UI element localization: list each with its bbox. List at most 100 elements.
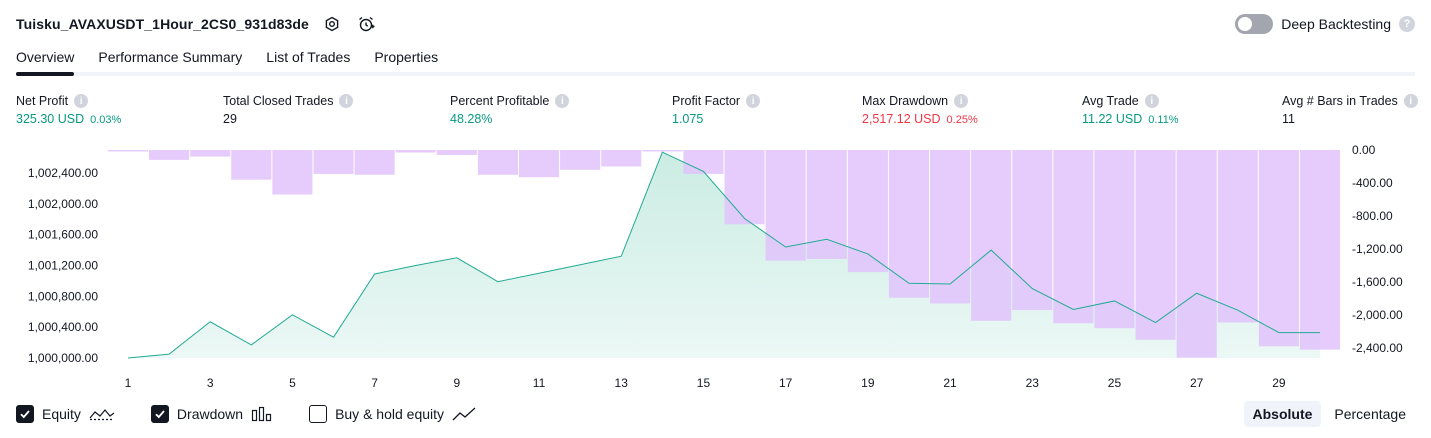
metric-value: 29	[223, 112, 237, 126]
deep-backtesting-label: Deep Backtesting	[1281, 16, 1391, 32]
strategy-header: Tuisku_AVAXUSDT_1Hour_2CS0_931d83de	[16, 12, 377, 36]
equity-drawdown-chart[interactable]: 1,000,000.00 1,000,400.00 1,000,800.00 1,00…	[0, 140, 1431, 395]
x-axis-tick-label: 7	[371, 376, 378, 390]
buy-hold-toggle[interactable]: Buy & hold equity	[309, 405, 476, 423]
info-icon[interactable]: i	[746, 94, 761, 108]
drawdown-bar	[1012, 150, 1053, 311]
drawdown-bar	[560, 150, 601, 170]
metric-label: Avg Trade	[1082, 94, 1139, 108]
right-axis-tick-label: -800.00	[1352, 209, 1393, 223]
metric-label: Total Closed Trades	[223, 94, 334, 108]
drawdown-bar	[1053, 150, 1094, 324]
drawdown-bar	[231, 150, 272, 180]
alarm-add-icon[interactable]	[355, 13, 377, 35]
drawdown-bar	[436, 150, 477, 155]
drawdown-bar	[847, 150, 888, 273]
x-axis-tick-label: 19	[861, 376, 875, 390]
chart-legend: Equity Drawdown Buy & hold equity	[16, 402, 512, 426]
left-axis-tick-label: 1,002,400.00	[28, 166, 98, 180]
x-axis-tick-label: 27	[1190, 376, 1204, 390]
tab-properties[interactable]: Properties	[374, 49, 439, 65]
x-axis-tick-label: 17	[779, 376, 793, 390]
drawdown-bar	[354, 150, 395, 175]
right-axis-tick-label: -1,600.00	[1352, 275, 1403, 289]
x-axis-tick-label: 5	[289, 376, 296, 390]
drawdown-bar	[806, 150, 847, 259]
metric-label: Max Drawdown	[862, 94, 949, 108]
metric-label: Profit Factor	[672, 94, 741, 108]
drawdown-bar	[1094, 150, 1135, 329]
deep-backtesting-control: Deep Backtesting ?	[1235, 12, 1415, 36]
metric-avg-trade: Avg Trade i 11.22 USD 0.11%	[1082, 94, 1179, 126]
equity-toggle[interactable]: Equity	[16, 405, 115, 423]
drawdown-checkbox[interactable]	[150, 405, 169, 423]
left-axis-tick-label: 1,000,000.00	[28, 351, 98, 365]
deep-backtesting-toggle[interactable]	[1235, 14, 1274, 34]
metric-label: Avg # Bars in Trades	[1282, 94, 1398, 108]
metric-value: 48.28%	[450, 112, 493, 126]
toggle-knob	[1238, 17, 1253, 31]
metric-label: Percent Profitable	[450, 94, 550, 108]
x-axis-tick-label: 9	[453, 376, 460, 390]
metric-value: 11.22 USD	[1082, 112, 1143, 126]
equity-checkbox[interactable]	[16, 405, 34, 423]
metric-percent: 0.11%	[1148, 114, 1179, 126]
metric-value: 325.30 USD	[16, 112, 85, 126]
mode-absolute-button[interactable]: Absolute	[1243, 401, 1322, 427]
left-axis-tick-label: 1,001,200.00	[28, 259, 98, 273]
metric-percent: 0.25%	[946, 114, 978, 126]
equity-line-icon	[89, 407, 115, 421]
drawdown-bar	[1258, 150, 1299, 347]
x-axis-tick-label: 3	[207, 376, 214, 390]
right-axis-tick-label: 0.00	[1352, 143, 1376, 157]
mode-percentage-button[interactable]: Percentage	[1334, 406, 1406, 422]
drawdown-bar	[272, 150, 313, 195]
drawdown-bar	[1135, 150, 1176, 340]
metrics-row: Net Profit i 325.30 USD 0.03% Total Closed…	[16, 94, 1418, 134]
drawdown-bar	[518, 150, 560, 178]
drawdown-bar	[642, 150, 683, 152]
info-icon[interactable]: i	[1403, 94, 1418, 108]
drawdown-bar	[1217, 150, 1258, 323]
tab-list-of-trades[interactable]: List of Trades	[266, 49, 351, 65]
info-icon[interactable]: i	[74, 94, 89, 108]
info-icon[interactable]: i	[954, 94, 969, 108]
metric-percent: 0.03%	[90, 114, 122, 126]
right-axis-tick-label: -2,400.00	[1352, 341, 1403, 355]
tab-overview[interactable]: Overview	[16, 44, 75, 76]
left-axis-tick-label: 1,001,600.00	[28, 228, 98, 242]
metric-avg-bars-in-trades: Avg # Bars in Trades i 11	[1282, 94, 1418, 126]
info-icon[interactable]: i	[1144, 94, 1159, 108]
metric-profit-factor: Profit Factor i 1.075	[672, 94, 761, 126]
x-axis-tick-label: 25	[1108, 376, 1122, 390]
drawdown-bar	[1299, 150, 1341, 350]
drawdown-bar	[313, 150, 354, 174]
scale-mode-switch: Absolute Percentage	[1243, 400, 1416, 428]
metric-percent-profitable: Percent Profitable i 48.28%	[450, 94, 570, 126]
drawdown-bar	[190, 150, 231, 157]
tab-performance-summary[interactable]: Performance Summary	[98, 49, 243, 65]
drawdown-bar	[724, 150, 765, 225]
drawdown-bar	[149, 150, 190, 160]
drawdown-toggle[interactable]: Drawdown	[150, 405, 273, 423]
drawdown-bar	[765, 150, 806, 261]
left-axis-tick-label: 1,000,800.00	[28, 289, 98, 303]
tab-bar: Overview Performance Summary List of Tra…	[16, 44, 1415, 76]
drawdown-bars-icon	[251, 406, 273, 422]
left-axis-tick-label: 1,000,400.00	[28, 320, 98, 334]
x-axis-tick-label: 21	[943, 376, 957, 390]
buy-hold-line-icon	[452, 406, 476, 422]
info-icon[interactable]: i	[555, 94, 570, 108]
help-icon[interactable]: ?	[1399, 16, 1415, 32]
x-axis-tick-label: 23	[1026, 376, 1040, 390]
drawdown-bar	[1176, 150, 1217, 358]
drawdown-bar	[683, 150, 724, 174]
info-icon[interactable]: i	[339, 94, 354, 108]
right-axis-tick-label: -400.00	[1352, 176, 1393, 190]
right-axis-tick-label: -2,000.00	[1352, 308, 1403, 322]
metric-value: 1.075	[672, 112, 704, 126]
buy-hold-checkbox[interactable]	[309, 405, 328, 423]
right-axis-tick-label: -1,200.00	[1352, 242, 1403, 256]
metric-net-profit: Net Profit i 325.30 USD 0.03%	[16, 94, 121, 126]
settings-icon[interactable]	[321, 13, 343, 35]
